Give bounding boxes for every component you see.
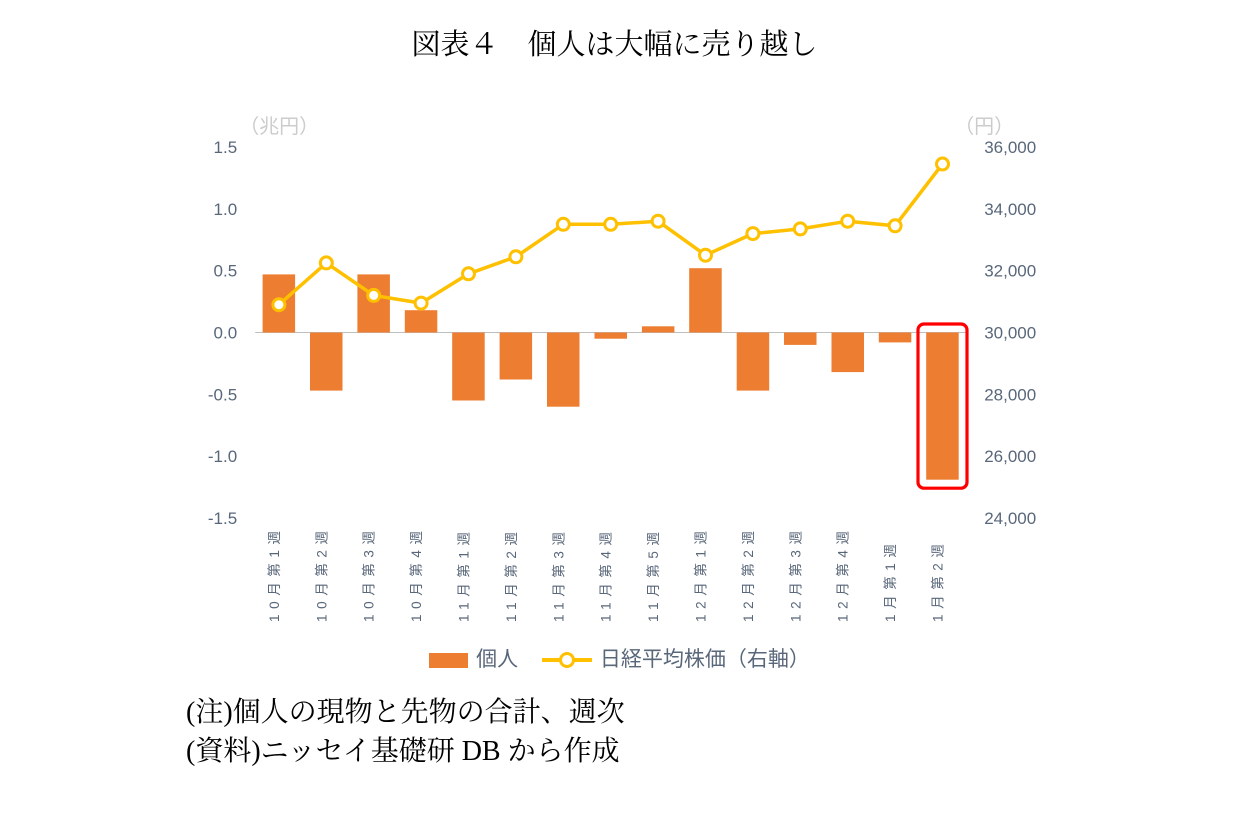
svg-text:11月第1週: 11月第1週 [456,526,472,622]
svg-text:（兆円）: （兆円） [239,115,319,138]
svg-text:11月第2週: 11月第2週 [503,526,519,622]
svg-text:24,000: 24,000 [984,509,1036,528]
svg-text:10月第4週: 10月第4週 [408,525,424,622]
svg-text:36,000: 36,000 [984,138,1036,157]
svg-text:（円）: （円） [954,115,1014,138]
svg-text:12月第3週: 12月第3週 [787,525,803,622]
svg-text:30,000: 30,000 [984,324,1036,343]
svg-text:0.0: 0.0 [214,324,238,343]
svg-text:1.0: 1.0 [214,200,238,219]
svg-text:-1.0: -1.0 [208,447,237,466]
svg-text:10月第1週: 10月第1週 [266,525,282,622]
svg-text:11月第4週: 11月第4週 [598,526,614,622]
svg-text:26,000: 26,000 [984,447,1036,466]
svg-text:34,000: 34,000 [984,200,1036,219]
svg-text:1.5: 1.5 [214,138,238,157]
svg-text:12月第2週: 12月第2週 [740,525,756,622]
svg-text:28,000: 28,000 [984,385,1036,404]
svg-text:1月第2週: 1月第2週 [930,538,946,622]
svg-text:11月第5週: 11月第5週 [645,526,661,622]
svg-text:0.5: 0.5 [214,262,238,281]
svg-text:1月第1週: 1月第1週 [882,538,898,622]
svg-text:-1.5: -1.5 [208,509,237,528]
svg-text:12月第1週: 12月第1週 [693,525,709,622]
svg-text:12月第4週: 12月第4週 [835,525,851,622]
svg-text:32,000: 32,000 [984,262,1036,281]
svg-text:11月第3週: 11月第3週 [550,526,566,622]
svg-text:10月第3週: 10月第3週 [361,525,377,622]
svg-text:-0.5: -0.5 [208,385,237,404]
svg-text:10月第2週: 10月第2週 [313,525,329,622]
